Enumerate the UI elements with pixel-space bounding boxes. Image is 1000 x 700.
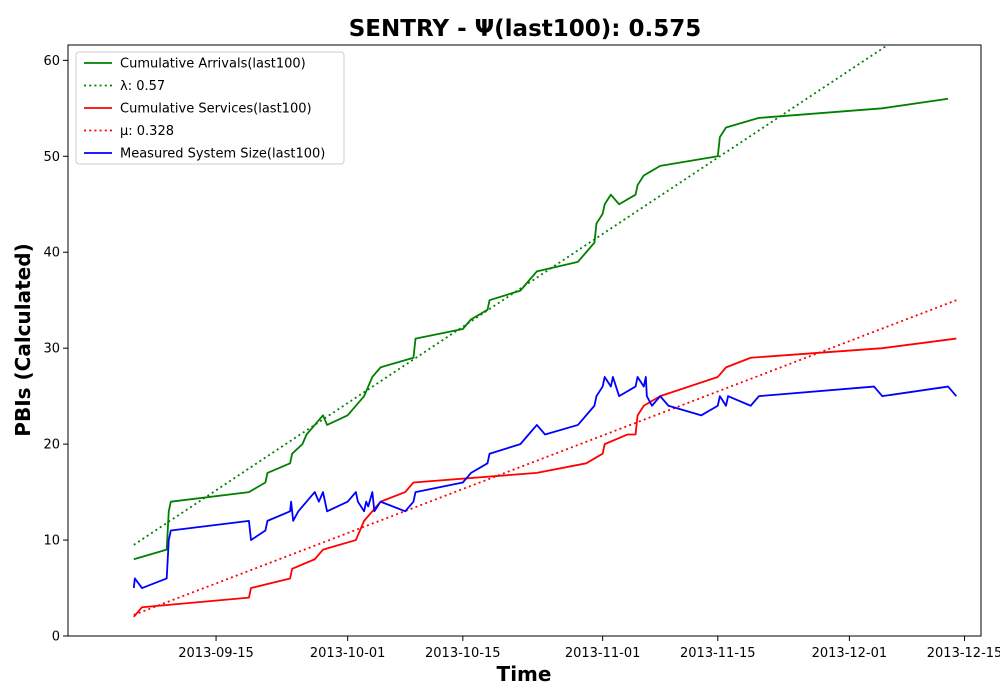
plot-lines [132, 45, 958, 618]
plot-frame [67, 44, 982, 637]
series-line-2 [133, 45, 890, 546]
x-tick-label: 2013-12-01 [812, 646, 888, 661]
x-axis: 2013-09-15 2013-10-01 2013-10-15 2013-11-01… [178, 636, 1000, 661]
legend-entry: Cumulative Services(last100) [120, 102, 312, 117]
x-axis-title: Time [497, 662, 552, 686]
x-tick-label: 2013-10-01 [310, 646, 386, 661]
y-tick-label: 10 [43, 534, 60, 549]
legend-entry: μ: 0.328 [120, 124, 174, 139]
x-tick-label: 2013-10-15 [425, 646, 501, 661]
x-tick-label: 2013-11-15 [680, 646, 756, 661]
legend-entry: λ: 0.57 [120, 79, 165, 94]
legend-entry: Measured System Size(last100) [120, 147, 325, 162]
y-tick-label: 40 [43, 246, 60, 261]
series-line-5 [132, 376, 958, 589]
series-line-1 [133, 97, 949, 561]
chart-title: SENTRY - Ψ(last100): 0.575 [349, 16, 702, 42]
y-tick-label: 20 [43, 438, 60, 453]
series-line-4 [133, 299, 957, 616]
x-tick-label: 2013-09-15 [178, 646, 254, 661]
y-tick-label: 50 [43, 150, 60, 165]
x-tick-label: 2013-12-15 [927, 646, 1000, 661]
y-tick-label: 60 [43, 54, 60, 69]
legend-entry: Cumulative Arrivals(last100) [120, 57, 306, 72]
legend: Cumulative Arrivals(last100) λ: 0.57 Cumul… [75, 51, 345, 165]
y-axis: 0 10 20 30 40 50 60 [43, 54, 68, 645]
x-tick-label: 2013-11-01 [565, 646, 641, 661]
series-line-3 [133, 337, 957, 618]
legend-box [75, 51, 345, 165]
y-tick-label: 0 [52, 630, 60, 645]
y-axis-title: PBIs (Calculated) [11, 243, 35, 436]
y-tick-label: 30 [43, 342, 60, 357]
